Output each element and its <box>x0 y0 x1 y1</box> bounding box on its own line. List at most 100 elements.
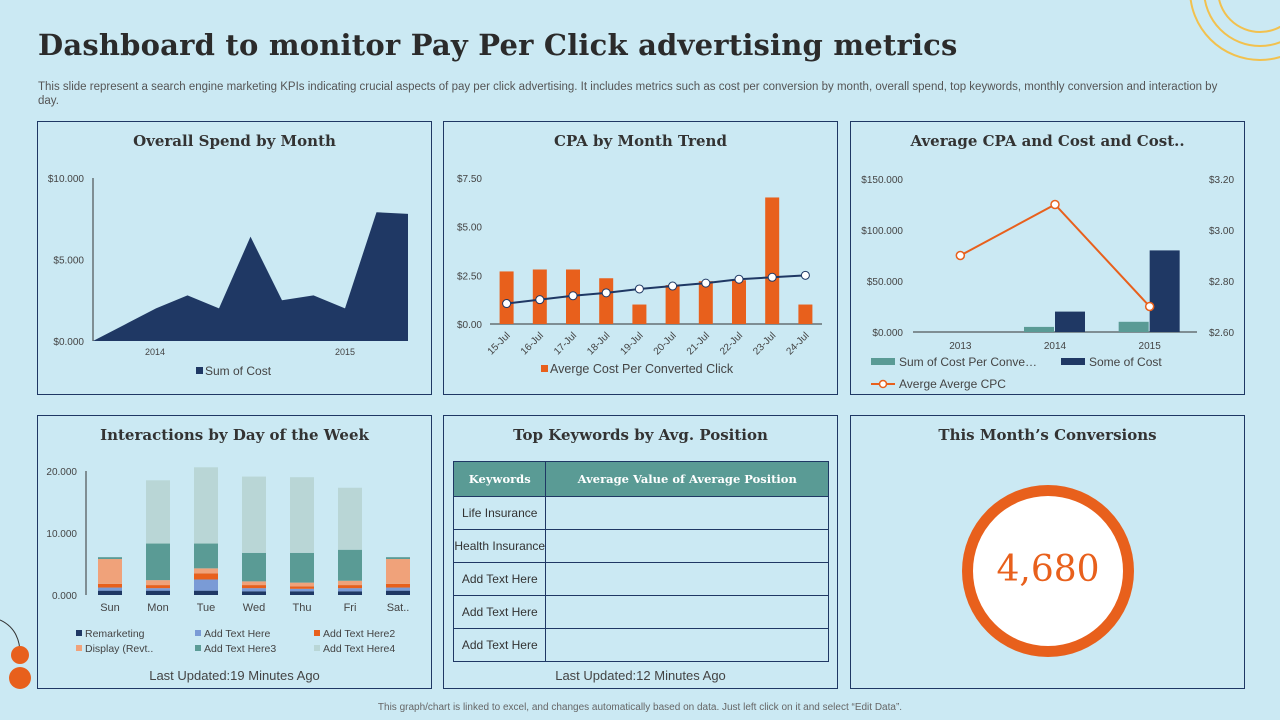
footer-note: This graph/chart is linked to excel, and… <box>377 702 903 713</box>
stack-segment <box>338 591 362 595</box>
y-tick-label: $10.000 <box>48 174 85 185</box>
keyword-cell: Add Text Here <box>452 562 547 596</box>
area-series <box>93 212 408 341</box>
x-tick-label: 18-Jul <box>585 330 612 357</box>
bar <box>665 285 680 324</box>
page-title: Dashboard to monitor Pay Per Click adver… <box>38 28 958 62</box>
stack-segment <box>290 552 314 583</box>
y-tick-label: $0.000 <box>53 337 84 348</box>
trend-point <box>734 274 744 284</box>
legend-label: Sum of Cost <box>205 364 272 378</box>
avg-position-header: Average Value of Average Position <box>545 461 829 497</box>
y-tick-label: $50.000 <box>867 277 904 288</box>
stack-segment <box>194 568 218 574</box>
stack-segment <box>98 590 122 595</box>
bar <box>798 304 813 324</box>
x-tick-label: 15-Jul <box>486 330 513 357</box>
x-tick-label: 2014 <box>145 347 165 357</box>
y2-tick-label: $2.60 <box>1209 328 1234 339</box>
legend-marker <box>878 379 888 389</box>
stack-segment <box>194 467 218 544</box>
keywords-panel-title: Top Keywords by Avg. Position <box>513 426 768 444</box>
avg-panel-title: Average CPA and Cost and Cost.. <box>910 132 1185 150</box>
keywords-updated: Last Updated:12 Minutes Ago <box>555 668 726 683</box>
y-tick-label: 0.000 <box>52 591 77 602</box>
trend-point <box>634 284 644 294</box>
stack-segment <box>98 559 122 584</box>
trend-point <box>568 291 578 301</box>
trend-point <box>800 270 810 280</box>
stack-segment <box>242 591 266 595</box>
stack-segment <box>290 586 314 589</box>
stack-segment <box>146 580 170 586</box>
cpa-chart: $0.00 $2.50 $5.00 $7.50 15-Jul 16-Jul 17-Jul 18… <box>457 174 822 376</box>
cpc-point <box>1144 301 1155 312</box>
stack-segment <box>386 557 410 560</box>
stack-segment <box>146 588 170 591</box>
legend-swatch <box>195 645 201 651</box>
legend-label: Add Text Here <box>204 628 271 640</box>
keyword-cell: Add Text Here <box>452 595 547 629</box>
y-tick-label: $5.00 <box>457 223 482 234</box>
stack-segment <box>242 588 266 592</box>
x-tick-label: 16-Jul <box>519 330 546 357</box>
stack-segment <box>290 582 314 587</box>
cpc-line <box>959 203 1151 308</box>
y2-tick-label: $3.20 <box>1209 175 1234 186</box>
table-row: Add Text Here <box>452 595 829 629</box>
position-cell <box>545 496 829 530</box>
stack-segment <box>194 573 218 580</box>
x-tick-label: Sun <box>100 602 120 614</box>
y-tick-label: $2.50 <box>457 271 482 282</box>
bar <box>698 281 713 324</box>
y-tick-label: $7.50 <box>457 174 482 185</box>
x-tick-label: 21-Jul <box>685 330 712 357</box>
x-tick-label: 24-Jul <box>784 330 811 357</box>
bar <box>632 304 647 324</box>
stack-segment <box>242 585 266 589</box>
x-tick-label: 2013 <box>949 341 972 352</box>
bar <box>499 271 514 324</box>
y-tick-label: 10.000 <box>46 529 77 540</box>
y-tick-label: $100.000 <box>861 226 903 237</box>
table-row: Life Insurance <box>452 496 829 530</box>
legend-label: Remarketing <box>85 628 145 640</box>
table-row: Add Text Here <box>452 628 829 662</box>
position-cell <box>545 595 829 629</box>
stack-segment <box>338 487 362 550</box>
page-subtitle: This slide represent a search engine mar… <box>38 81 1218 107</box>
legend-label: Averge Averge CPC <box>899 377 1006 391</box>
stack-segment <box>146 543 170 581</box>
x-tick-label: 23-Jul <box>751 330 778 357</box>
legend-label: Some of Cost <box>1089 355 1162 369</box>
stack-segment <box>98 587 122 591</box>
conversions-panel-title: This Month’s Conversions <box>938 426 1157 444</box>
cpc-point <box>955 250 966 261</box>
table-row: Add Text Here <box>452 562 829 596</box>
y2-tick-label: $2.80 <box>1209 277 1234 288</box>
legend-label: Display (Revt.. <box>85 643 153 655</box>
x-tick-label: Mon <box>147 602 168 614</box>
x-tick-label: 2015 <box>335 347 355 357</box>
y-tick-label: $5.000 <box>53 256 84 267</box>
stack-segment <box>194 590 218 595</box>
spend-panel: Overall Spend by Month $0.000 $5.000 $10.0… <box>37 121 432 395</box>
x-tick-label: Sat.. <box>387 602 410 614</box>
decorative-dots <box>0 619 31 689</box>
table-row: Health Insurance <box>452 529 829 563</box>
x-tick-label: Tue <box>197 602 216 614</box>
trend-point <box>601 288 611 298</box>
x-tick-label: 2014 <box>1044 341 1067 352</box>
bar <box>599 278 614 324</box>
interactions-chart: 0.000 10.000 20.000 Sun Mon Tue Wed Thu Fri Sat..… <box>46 467 410 655</box>
x-tick-label: Wed <box>243 602 265 614</box>
stack-segment <box>290 477 314 553</box>
x-tick-label: 19-Jul <box>618 330 645 357</box>
cpc-point <box>1050 199 1060 210</box>
stack-segment <box>194 579 218 591</box>
legend-swatch <box>195 630 201 636</box>
trend-point <box>502 299 512 309</box>
x-tick-label: 2015 <box>1139 341 1162 352</box>
conversions-panel: This Month’s Conversions 4,680 <box>850 415 1245 689</box>
cpa-panel-title: CPA by Month Trend <box>554 132 727 150</box>
